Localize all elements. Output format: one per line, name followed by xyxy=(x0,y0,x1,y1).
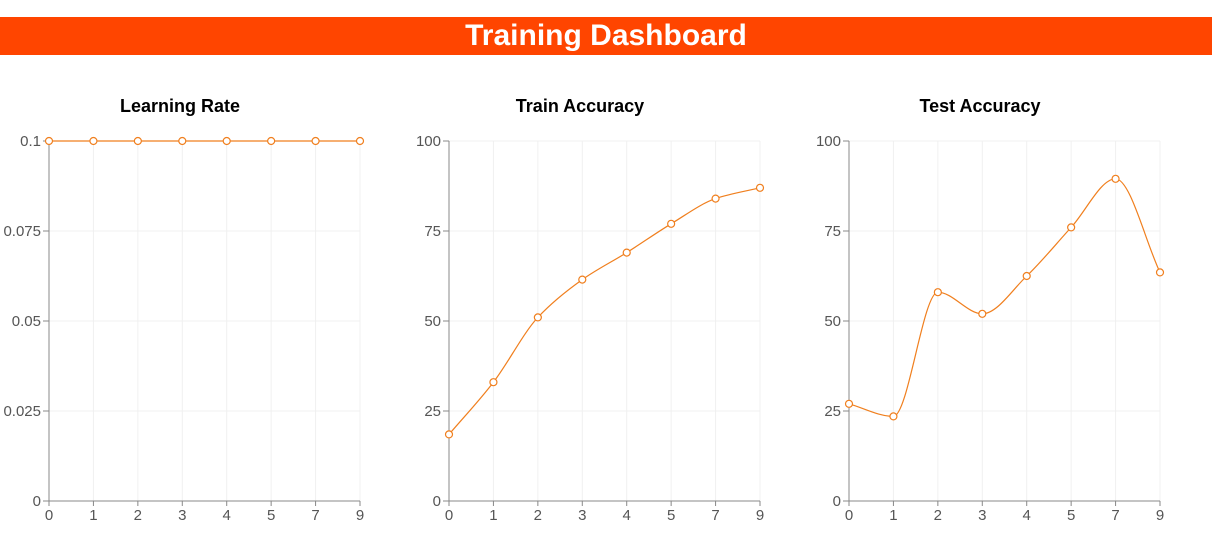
y-tick-label: 50 xyxy=(424,313,441,330)
y-tick-label: 100 xyxy=(416,133,441,150)
series-line xyxy=(448,187,761,435)
x-tick-label: 7 xyxy=(1111,507,1119,524)
data-point[interactable] xyxy=(978,309,987,318)
x-tick-label: 0 xyxy=(845,507,853,524)
data-point[interactable] xyxy=(489,378,498,387)
data-point[interactable] xyxy=(1067,223,1076,232)
train-accuracy-chart-svg: Train Accuracy 0 25 50 75 100 0 1 2 3 4 5 7 9 xyxy=(416,96,765,524)
data-point[interactable] xyxy=(89,136,98,146)
x-tick-label: 9 xyxy=(756,507,764,524)
y-tick-label: 0.05 xyxy=(12,313,41,330)
x-tick-label: 9 xyxy=(1156,507,1164,524)
x-tick-label: 3 xyxy=(978,507,986,524)
y-tick-label: 100 xyxy=(816,133,841,150)
y-tick-label: 50 xyxy=(824,313,841,330)
chart-title: Train Accuracy xyxy=(516,96,644,116)
chart-title: Learning Rate xyxy=(120,96,240,116)
data-point[interactable] xyxy=(844,399,854,408)
chart-title: Test Accuracy xyxy=(919,96,1040,116)
data-point[interactable] xyxy=(178,136,187,146)
test-accuracy-chart: Test Accuracy 0 25 50 75 100 0 1 2 3 4 5 7 9 xyxy=(800,80,1200,541)
page-title: Training Dashboard xyxy=(465,19,747,52)
y-tick-label: 0 xyxy=(33,493,41,510)
x-tick-label: 1 xyxy=(89,507,97,524)
x-tick-label: 4 xyxy=(1023,507,1031,524)
data-point[interactable] xyxy=(355,136,365,146)
x-tick-label: 2 xyxy=(534,507,542,524)
data-point[interactable] xyxy=(622,248,631,257)
grid-lines xyxy=(49,140,361,501)
x-tick-label: 1 xyxy=(889,507,897,524)
data-point[interactable] xyxy=(444,430,454,439)
grid-lines xyxy=(849,140,1161,501)
x-tick-label: 0 xyxy=(45,507,53,524)
data-point[interactable] xyxy=(667,219,676,228)
data-point[interactable] xyxy=(578,275,587,284)
x-tick-label: 0 xyxy=(445,507,453,524)
y-tick-label: 0.1 xyxy=(20,133,41,150)
x-tick-label: 3 xyxy=(578,507,586,524)
data-point[interactable] xyxy=(711,194,720,203)
data-point[interactable] xyxy=(1022,271,1031,281)
series-line xyxy=(848,178,1161,418)
data-point[interactable] xyxy=(1111,174,1120,183)
x-tick-label: 9 xyxy=(356,507,364,524)
y-tick-label: 0.025 xyxy=(3,403,41,420)
title-banner: Training Dashboard xyxy=(0,17,1212,55)
x-tick-label: 1 xyxy=(489,507,497,524)
x-tick-label: 2 xyxy=(134,507,142,524)
data-point[interactable] xyxy=(889,412,898,421)
learning-rate-chart: Learning Rate 0 0.025 0.05 0.075 0.1 0 1 2 3 4 5 7 9 xyxy=(0,80,400,541)
y-tick-label: 0 xyxy=(833,493,841,510)
x-tick-label: 2 xyxy=(934,507,942,524)
x-tick-label: 4 xyxy=(223,507,231,524)
x-tick-label: 5 xyxy=(1067,507,1075,524)
grid-lines xyxy=(449,140,761,501)
y-tick-label: 75 xyxy=(424,223,441,240)
y-tick-label: 0.075 xyxy=(3,223,41,240)
x-tick-label: 7 xyxy=(311,507,319,524)
x-tick-label: 3 xyxy=(178,507,186,524)
data-point[interactable] xyxy=(755,183,765,192)
data-point[interactable] xyxy=(222,136,231,146)
train-accuracy-chart: Train Accuracy 0 25 50 75 100 0 1 2 3 4 5 7 9 xyxy=(400,80,800,541)
data-point[interactable] xyxy=(44,136,54,146)
x-tick-label: 4 xyxy=(623,507,631,524)
data-point[interactable] xyxy=(133,136,142,146)
data-point[interactable] xyxy=(933,288,942,297)
test-accuracy-chart-svg: Test Accuracy 0 25 50 75 100 0 1 2 3 4 5 7 9 xyxy=(816,96,1165,524)
x-tick-label: 7 xyxy=(711,507,719,524)
data-point[interactable] xyxy=(311,136,320,146)
y-tick-label: 25 xyxy=(424,403,441,420)
y-tick-label: 25 xyxy=(824,403,841,420)
x-tick-label: 5 xyxy=(267,507,275,524)
learning-rate-chart-svg: Learning Rate 0 0.025 0.05 0.075 0.1 0 1 2 3 4 5 7 9 xyxy=(3,96,365,524)
data-point[interactable] xyxy=(267,136,276,146)
x-tick-label: 5 xyxy=(667,507,675,524)
data-point[interactable] xyxy=(1155,268,1165,277)
data-point[interactable] xyxy=(533,313,542,322)
y-tick-label: 0 xyxy=(433,493,441,510)
y-tick-label: 75 xyxy=(824,223,841,240)
